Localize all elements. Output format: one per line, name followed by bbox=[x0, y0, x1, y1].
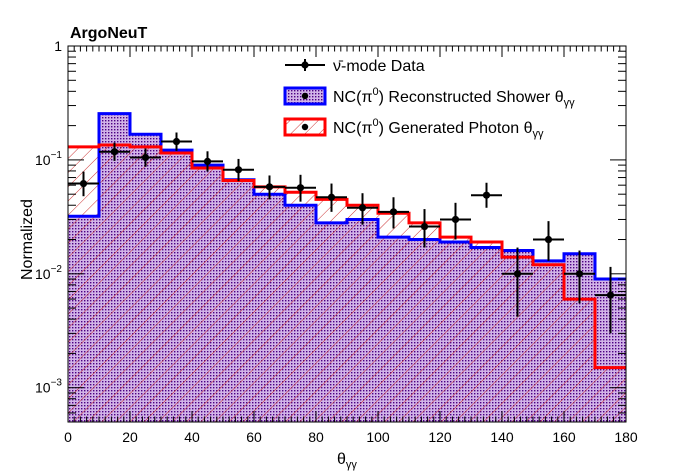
x-tick-label: 180 bbox=[614, 429, 638, 445]
x-tick-label: 40 bbox=[184, 429, 200, 445]
legend-label: ν̄-mode Data bbox=[333, 58, 425, 75]
x-axis-title-main: θ bbox=[337, 451, 346, 468]
data-point bbox=[564, 250, 595, 304]
legend-item: ν̄-mode Data bbox=[285, 58, 425, 75]
legend-label-subscript: γγ bbox=[564, 97, 576, 109]
data-point-marker bbox=[79, 179, 88, 188]
data-point-marker bbox=[513, 270, 522, 278]
y-tick-label: 10−3 bbox=[35, 378, 62, 396]
legend-point-marker bbox=[301, 61, 309, 69]
data-point-marker bbox=[110, 148, 119, 156]
legend-label-prefix: NC(π bbox=[333, 89, 372, 106]
data-point-marker bbox=[296, 184, 305, 192]
x-axis-title: θγγ bbox=[337, 451, 357, 471]
data-point bbox=[533, 221, 564, 261]
data-point-marker bbox=[141, 153, 150, 162]
data-point bbox=[223, 158, 254, 182]
legend-item: NC(π0) Generated Photon θγγ bbox=[283, 117, 544, 140]
legend-label-main: ) Reconstructed Shower θ bbox=[379, 89, 564, 106]
data-point bbox=[68, 171, 99, 197]
legend-label-superscript: 0 bbox=[372, 117, 378, 129]
data-point bbox=[595, 266, 626, 334]
data-point bbox=[347, 193, 378, 225]
data-point bbox=[161, 132, 192, 151]
legend-label-superscript: 0 bbox=[372, 86, 378, 98]
data-point-marker bbox=[544, 235, 553, 244]
data-point-marker bbox=[172, 137, 181, 146]
legend-label-prefix: NC(π bbox=[333, 120, 372, 137]
generated-photon-outline bbox=[68, 143, 626, 370]
data-point bbox=[285, 174, 316, 202]
data-point-marker bbox=[451, 215, 460, 224]
data-point bbox=[502, 247, 533, 317]
y-tick-label-exponent: −2 bbox=[51, 264, 63, 275]
data-point-marker bbox=[265, 183, 274, 191]
data-point bbox=[130, 148, 161, 167]
data-point-marker bbox=[203, 157, 212, 166]
legend-item: NC(π0) Reconstructed Shower θγγ bbox=[283, 86, 575, 109]
data-point-marker bbox=[358, 204, 367, 212]
data-point bbox=[471, 182, 502, 208]
x-tick-label: 160 bbox=[552, 429, 576, 445]
data-point-marker bbox=[606, 291, 615, 299]
data-point bbox=[440, 202, 471, 240]
data-point-marker bbox=[389, 208, 398, 216]
x-tick-label: 140 bbox=[490, 429, 514, 445]
x-tick-label: 100 bbox=[366, 429, 390, 445]
x-tick-label: 60 bbox=[246, 429, 262, 445]
x-tick-label: 20 bbox=[122, 429, 138, 445]
data-point bbox=[254, 175, 285, 200]
chart-title: ArgoNeuT bbox=[70, 25, 148, 42]
y-axis-title: Normalized bbox=[19, 199, 36, 280]
data-point bbox=[192, 151, 223, 172]
data-point-marker bbox=[327, 193, 336, 201]
y-tick-label: 10−1 bbox=[35, 150, 62, 168]
y-tick-label-exponent: −3 bbox=[51, 378, 63, 389]
y-tick-label: 10−2 bbox=[35, 264, 62, 282]
data-point-marker bbox=[575, 270, 584, 278]
legend-label-subscript: γγ bbox=[533, 128, 545, 140]
data-point-marker bbox=[420, 222, 429, 231]
data-point bbox=[409, 209, 440, 248]
y-tick-label: 1 bbox=[54, 38, 62, 54]
x-tick-label: 80 bbox=[308, 429, 324, 445]
y-tick-label-exponent: −1 bbox=[51, 150, 63, 161]
data-point bbox=[316, 183, 347, 212]
legend-label: NC(π0) Generated Photon θγγ bbox=[333, 117, 544, 140]
legend-label: NC(π0) Reconstructed Shower θγγ bbox=[333, 86, 575, 109]
x-tick-label: 120 bbox=[428, 429, 452, 445]
y-tick-label-base: 10 bbox=[35, 380, 51, 396]
data-point bbox=[378, 197, 409, 229]
y-tick-label-base: 10 bbox=[35, 152, 51, 168]
x-tick-label: 0 bbox=[64, 429, 72, 445]
legend-label-main: ) Generated Photon θ bbox=[379, 120, 533, 137]
legend-swatch-dot bbox=[301, 92, 309, 100]
data-point-marker bbox=[234, 166, 243, 174]
data-point bbox=[99, 142, 130, 161]
generated-photon-hatch bbox=[68, 145, 626, 422]
plot-area bbox=[68, 112, 626, 422]
y-tick-label-base: 10 bbox=[35, 266, 51, 282]
x-axis-title-sub: γγ bbox=[346, 459, 358, 471]
legend-swatch-dot bbox=[301, 123, 309, 131]
data-point-marker bbox=[482, 191, 491, 199]
